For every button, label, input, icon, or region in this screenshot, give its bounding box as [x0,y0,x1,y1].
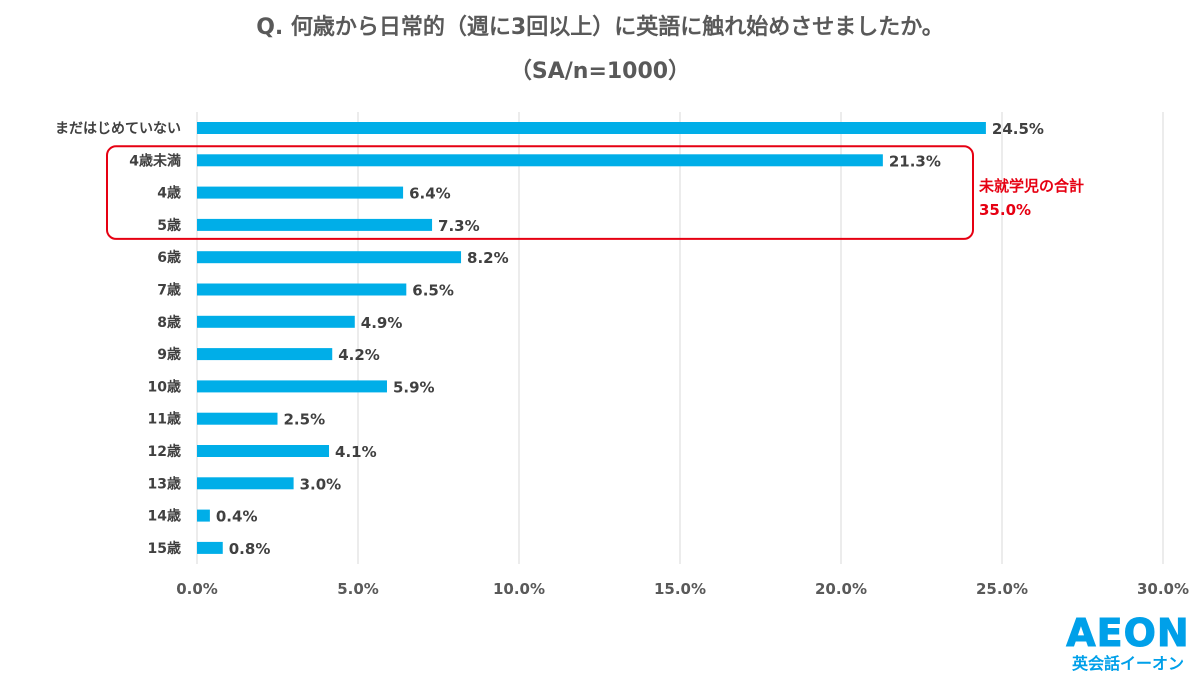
value-label: 3.0% [300,475,342,493]
value-label: 0.8% [229,540,271,558]
value-labels: 24.5% 21.3% 6.4% 7.3% 8.2% 6.5% 4.9% 4.2% 5.9% 2.… [216,120,1044,558]
value-label: 4.2% [338,346,380,364]
bar [197,509,210,522]
category-label: 4歳 [157,185,181,202]
value-label: 24.5% [992,120,1044,138]
category-label: 11歳 [148,411,181,428]
x-tick-label: 5.0% [337,580,379,598]
annotation-total: 35.0% [979,201,1031,219]
bar [197,412,278,425]
value-label: 6.4% [409,185,451,203]
bar [197,541,223,554]
annotation-label: 未就学児の合計 [978,177,1084,195]
category-label: 7歳 [157,282,181,299]
category-label: 8歳 [157,314,181,331]
category-label: 10歳 [148,378,181,395]
x-axis-tick-labels: 0.0% 5.0% 10.0% 15.0% 20.0% 25.0% 30.0% [176,580,1189,598]
chart-title-line1: Q. 何歳から日常的（週に3回以上）に英語に触れ始めさせましたか。 [256,15,944,40]
value-label: 0.4% [216,508,258,526]
category-label: 6歳 [157,249,181,266]
value-label: 2.5% [284,411,326,429]
bar [197,283,407,296]
category-label: 12歳 [148,443,181,460]
bar [197,251,462,264]
value-label: 5.9% [393,378,435,396]
value-label: 4.9% [361,314,403,332]
x-tick-label: 25.0% [976,580,1028,598]
value-label: 21.3% [889,152,941,170]
logo-subtitle: 英会話イーオン [1071,654,1184,673]
x-tick-label: 10.0% [493,580,545,598]
preschool-annotation: 未就学児の合計 35.0% [106,145,1084,240]
bar [197,477,294,490]
value-label: 8.2% [467,249,509,267]
category-label: 13歳 [148,475,181,492]
x-tick-label: 0.0% [176,580,218,598]
value-label: 6.5% [412,282,454,300]
bars [197,122,986,554]
category-label: 15歳 [148,540,181,557]
category-label: 9歳 [157,346,181,363]
aeon-logo: AEON 英会話イーオン [1058,612,1198,674]
chart-title-line2: （SA/n=1000） [509,59,691,84]
value-label: 4.1% [335,443,377,461]
category-labels: まだはじめていない 4歳未満 4歳 5歳 6歳 7歳 8歳 9歳 10歳 11歳 12歳 13歳 14歳… [55,121,181,557]
x-tick-label: 20.0% [815,580,867,598]
chart-title: Q. 何歳から日常的（週に3回以上）に英語に触れ始めさせましたか。 （SA/n=… [0,6,1200,94]
bar [197,186,404,199]
logo-brand: AEON [1066,611,1190,655]
bar [197,218,433,231]
x-tick-label: 30.0% [1137,580,1189,598]
category-label: 5歳 [157,217,181,234]
bar [197,122,986,134]
bar [197,380,387,393]
bar [197,315,355,328]
category-label: まだはじめていない [55,121,181,137]
x-tick-label: 15.0% [654,580,706,598]
category-label: 4歳未満 [129,152,181,169]
bar [197,348,333,361]
preschool-highlight-box [106,145,974,240]
bar [197,445,330,457]
category-label: 14歳 [148,508,181,525]
value-label: 7.3% [438,217,480,235]
bar [197,154,883,167]
